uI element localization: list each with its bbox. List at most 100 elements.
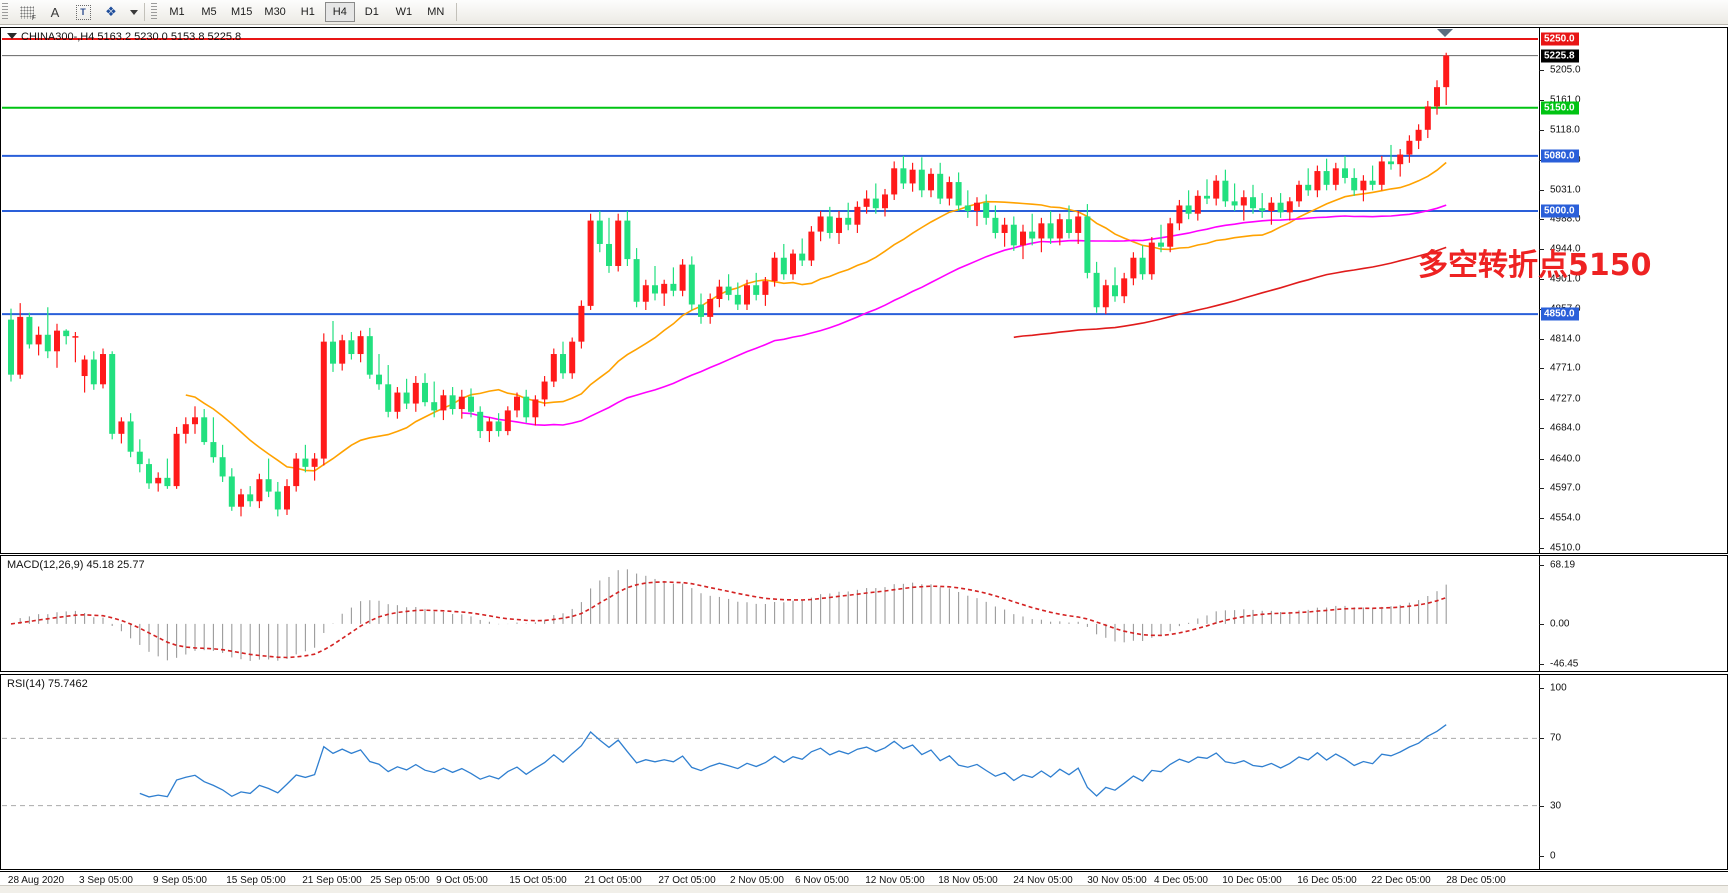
timeframe-grip[interactable] bbox=[151, 3, 157, 21]
crosshair-grid-icon[interactable]: F bbox=[14, 1, 40, 23]
price-chart-header: CHINA300-,H4 5163.2 5230.0 5153.8 5225.8 bbox=[7, 31, 241, 43]
timeframe-w1[interactable]: W1 bbox=[395, 6, 413, 18]
price-tick-mark bbox=[1539, 458, 1544, 460]
toolbar-grip[interactable] bbox=[2, 3, 8, 21]
timeframe-d1[interactable]: D1 bbox=[364, 6, 379, 18]
price-tick-mark bbox=[1539, 368, 1544, 370]
rsi-axis[interactable]: 100 70 30 0 bbox=[1537, 675, 1727, 869]
text-label-icon[interactable]: A bbox=[50, 4, 60, 20]
price-tick-label: 4814.0 bbox=[1550, 333, 1581, 345]
macd-header: MACD(12,26,9) 45.18 25.77 bbox=[7, 559, 145, 571]
rsi-tick-mark bbox=[1539, 856, 1544, 857]
rsi-tick-label: 100 bbox=[1550, 682, 1567, 694]
price-tick-label: 4597.0 bbox=[1550, 482, 1581, 494]
price-tick-label: 4554.0 bbox=[1550, 512, 1581, 524]
price-tick-mark bbox=[1539, 398, 1544, 400]
current-bar-marker bbox=[1437, 29, 1454, 37]
time-axis-label: 22 Dec 05:00 bbox=[1371, 875, 1431, 886]
macd-panel[interactable]: MACD(12,26,9) 45.18 25.77 68.19 0.00 -46… bbox=[0, 555, 1728, 672]
price-level-pill[interactable]: 4850.0 bbox=[1541, 307, 1579, 321]
timeframe-m30[interactable]: M30 bbox=[264, 6, 286, 18]
price-chart-panel[interactable]: CHINA300-,H4 5163.2 5230.0 5153.8 5225.8… bbox=[0, 27, 1728, 554]
price-tick-label: 4944.0 bbox=[1550, 243, 1581, 255]
price-tick-label: 4771.0 bbox=[1550, 362, 1581, 374]
time-axis-label: 15 Oct 05:00 bbox=[509, 875, 567, 886]
time-axis-label: 21 Sep 05:00 bbox=[302, 875, 362, 886]
price-tick-label: 4640.0 bbox=[1550, 453, 1581, 465]
rsi-tick-label: 0 bbox=[1550, 850, 1556, 862]
price-tick-mark bbox=[1539, 548, 1544, 549]
dropdown-caret-icon[interactable] bbox=[126, 1, 140, 23]
chart-annotation-text: 多空转折点5150 bbox=[1418, 248, 1652, 283]
timeframe-m5[interactable]: M5 bbox=[201, 6, 217, 18]
price-tick-mark bbox=[1539, 517, 1544, 519]
time-axis-label: 24 Nov 05:00 bbox=[1013, 875, 1073, 886]
rsi-tick-mark bbox=[1539, 738, 1544, 740]
timeframe-h4[interactable]: H4 bbox=[324, 2, 355, 22]
price-header-text: CHINA300-,H4 5163.2 5230.0 5153.8 5225.8 bbox=[21, 31, 242, 43]
time-axis-label: 6 Nov 05:00 bbox=[795, 875, 849, 886]
price-tick-label: 4988.0 bbox=[1550, 213, 1581, 225]
price-level-pill[interactable]: 5225.8 bbox=[1541, 49, 1579, 63]
macd-axis-divider bbox=[1539, 556, 1540, 671]
rsi-tick-mark bbox=[1539, 688, 1544, 689]
price-tick-label: 4510.0 bbox=[1550, 542, 1581, 554]
time-axis-label: 28 Dec 05:00 bbox=[1446, 875, 1506, 886]
timeframe-mn[interactable]: MN bbox=[427, 6, 445, 18]
price-tick-label: 5118.0 bbox=[1550, 124, 1580, 136]
price-tick-mark bbox=[1539, 219, 1544, 221]
price-tick-mark bbox=[1539, 488, 1544, 490]
rsi-tick-mark bbox=[1539, 805, 1544, 807]
text-box-icon[interactable]: T bbox=[70, 1, 96, 23]
time-axis-label: 9 Sep 05:00 bbox=[153, 875, 207, 886]
toolbar-divider-2 bbox=[455, 3, 457, 21]
macd-tick-mark bbox=[1539, 565, 1544, 566]
macd-plot-area[interactable] bbox=[2, 557, 1538, 672]
timeframe-m1[interactable]: M1 bbox=[169, 6, 185, 18]
objects-icon[interactable]: ❖ bbox=[105, 4, 117, 19]
price-tick-mark bbox=[1539, 189, 1544, 191]
toolbar: F A T ❖ M1 M5 M15 M30 H1 H4 D1 W1 MN bbox=[0, 0, 1728, 25]
timeframe-h1[interactable]: H1 bbox=[300, 6, 315, 18]
macd-tick-label: 0.00 bbox=[1550, 618, 1570, 630]
time-axis-label: 18 Nov 05:00 bbox=[938, 875, 998, 886]
rsi-header: RSI(14) 75.7462 bbox=[7, 678, 88, 690]
rsi-tick-label: 70 bbox=[1550, 732, 1562, 744]
price-tick-label: 5031.0 bbox=[1550, 184, 1581, 196]
price-tick-mark bbox=[1539, 249, 1544, 251]
time-axis-label: 21 Oct 05:00 bbox=[584, 875, 642, 886]
rsi-panel[interactable]: RSI(14) 75.7462 100 70 30 0 bbox=[0, 674, 1728, 870]
price-tick-label: 5161.0 bbox=[1550, 94, 1581, 106]
price-tick-label: 4727.0 bbox=[1550, 393, 1581, 405]
price-tick-mark bbox=[1539, 100, 1544, 102]
rsi-plot-area[interactable] bbox=[2, 676, 1538, 870]
price-tick-mark bbox=[1539, 338, 1544, 340]
price-tick-mark bbox=[1539, 279, 1544, 281]
price-level-pill[interactable]: 5080.0 bbox=[1541, 149, 1579, 163]
macd-tick-label: -46.45 bbox=[1550, 658, 1579, 670]
time-axis-label: 9 Oct 05:00 bbox=[436, 875, 488, 886]
time-axis-label: 3 Sep 05:00 bbox=[79, 875, 133, 886]
price-axis[interactable]: 5205.0 5161.0 5118.0 5074.0 5031.0 4988.… bbox=[1537, 28, 1727, 554]
price-level-pill[interactable]: 5250.0 bbox=[1541, 32, 1579, 46]
rsi-tick-label: 30 bbox=[1550, 800, 1562, 812]
status-bar bbox=[0, 885, 1728, 893]
rsi-axis-divider bbox=[1539, 675, 1540, 869]
price-tick-mark bbox=[1539, 428, 1544, 430]
macd-tick-label: 68.19 bbox=[1550, 559, 1576, 571]
timeframe-m15[interactable]: M15 bbox=[231, 6, 253, 18]
collapse-triangle-icon[interactable] bbox=[7, 33, 17, 39]
time-axis-label: 2 Nov 05:00 bbox=[730, 875, 784, 886]
price-tick-label: 5205.0 bbox=[1550, 64, 1581, 76]
macd-tick-mark bbox=[1539, 664, 1544, 665]
price-axis-divider bbox=[1539, 28, 1540, 553]
price-tick-label: 4901.0 bbox=[1550, 273, 1581, 285]
macd-tick-mark bbox=[1539, 623, 1544, 625]
time-axis-label: 12 Nov 05:00 bbox=[865, 875, 925, 886]
price-level-pill[interactable]: 5000.0 bbox=[1541, 204, 1579, 218]
price-level-pill[interactable]: 5150.0 bbox=[1541, 101, 1579, 115]
price-plot-area[interactable] bbox=[2, 29, 1538, 554]
macd-axis[interactable]: 68.19 0.00 -46.45 bbox=[1537, 556, 1727, 671]
price-tick-mark bbox=[1539, 129, 1544, 131]
time-axis-label: 4 Dec 05:00 bbox=[1154, 875, 1208, 886]
